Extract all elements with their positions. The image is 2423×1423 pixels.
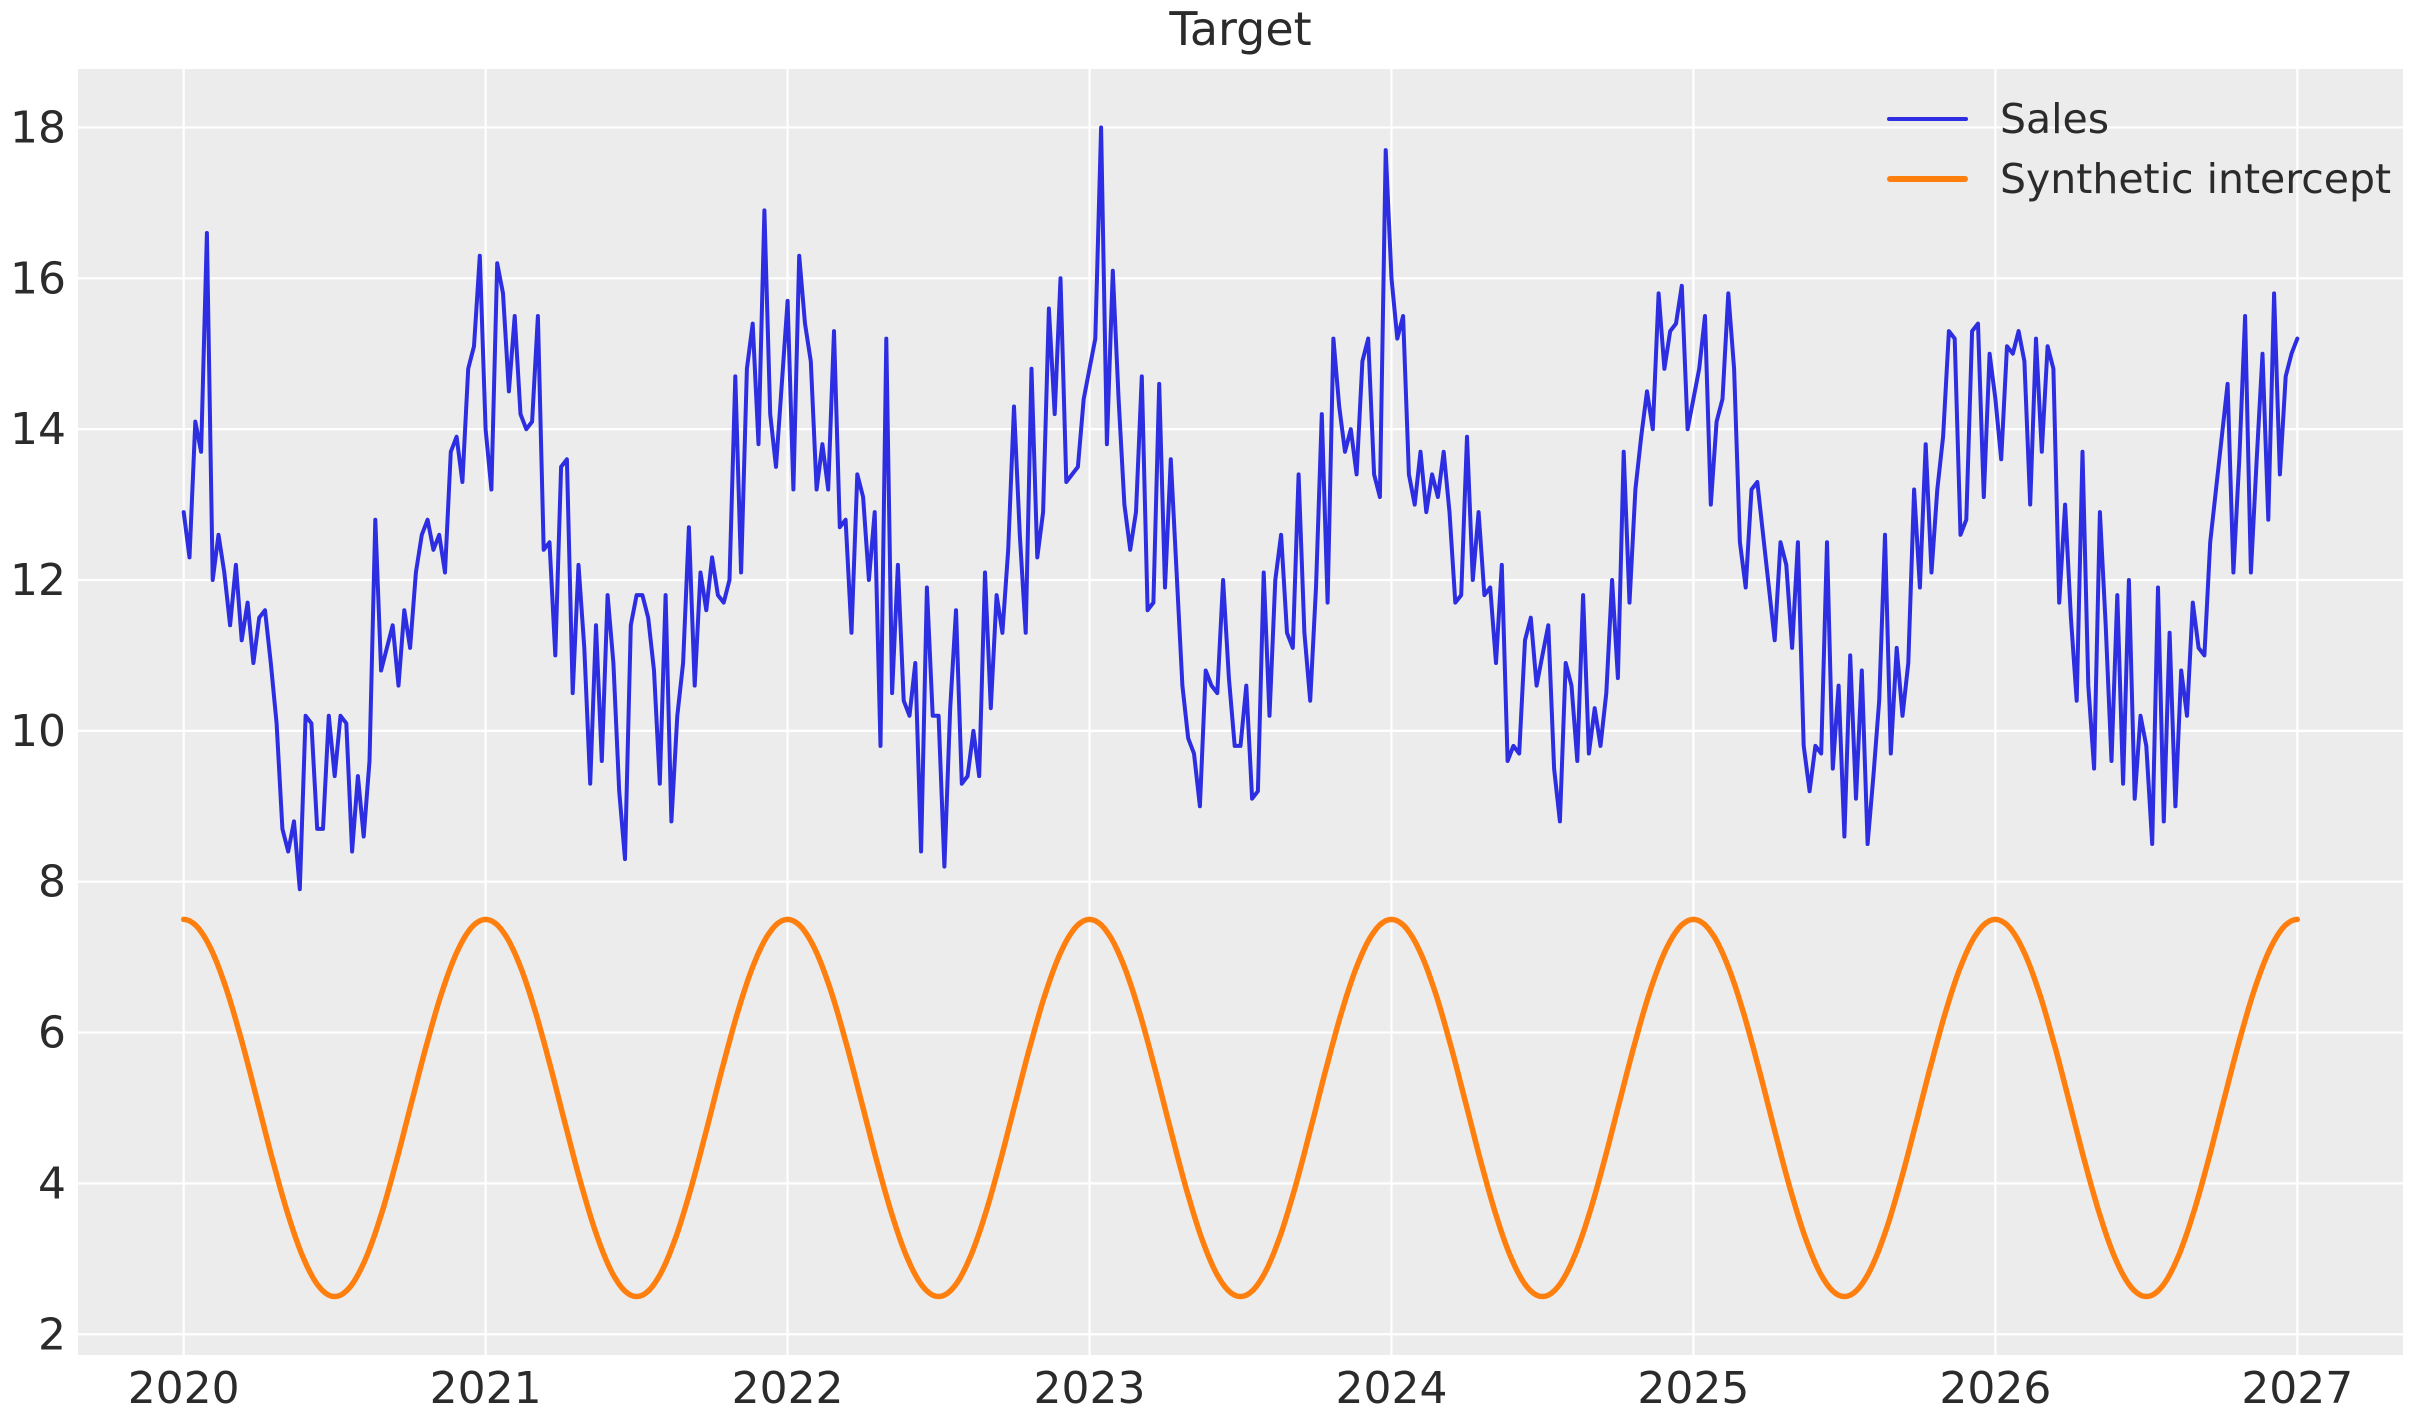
legend-item-synthetic-intercept: Synthetic intercept	[1887, 151, 2391, 207]
x-tick-label: 2021	[430, 1363, 542, 1414]
legend-item-sales: Sales	[1887, 91, 2391, 147]
chart-title: Target	[1169, 2, 1312, 56]
x-tick-label: 2024	[1335, 1363, 1447, 1414]
y-tick-label: 14	[10, 404, 66, 455]
legend: Sales Synthetic intercept	[1887, 91, 2391, 207]
series-line-synthetic-intercept	[180, 916, 2301, 1300]
x-tick-label: 2025	[1637, 1363, 1749, 1414]
x-tick-label: 2023	[1034, 1363, 1146, 1414]
y-tick-label: 18	[10, 102, 66, 153]
x-tick-label: 2022	[732, 1363, 844, 1414]
series-line-sales	[181, 125, 2300, 892]
x-tick-label: 2026	[1939, 1363, 2051, 1414]
y-tick-label: 10	[10, 706, 66, 757]
y-tick-label: 8	[38, 857, 66, 908]
plot-background	[78, 69, 2403, 1355]
sales-line-swatch	[1887, 117, 1968, 121]
y-tick-label: 16	[10, 253, 66, 304]
x-tick-label: 2027	[2241, 1363, 2353, 1414]
legend-label-synthetic-intercept: Synthetic intercept	[2000, 155, 2392, 203]
y-tick-label: 4	[38, 1158, 66, 1209]
y-tick-label: 6	[38, 1008, 66, 1059]
legend-label-sales: Sales	[2000, 95, 2110, 143]
x-tick-label: 2020	[128, 1363, 240, 1414]
y-tick-label: 12	[10, 555, 66, 606]
y-tick-label: 2	[38, 1309, 66, 1360]
synthetic-intercept-line-swatch	[1887, 176, 1968, 182]
